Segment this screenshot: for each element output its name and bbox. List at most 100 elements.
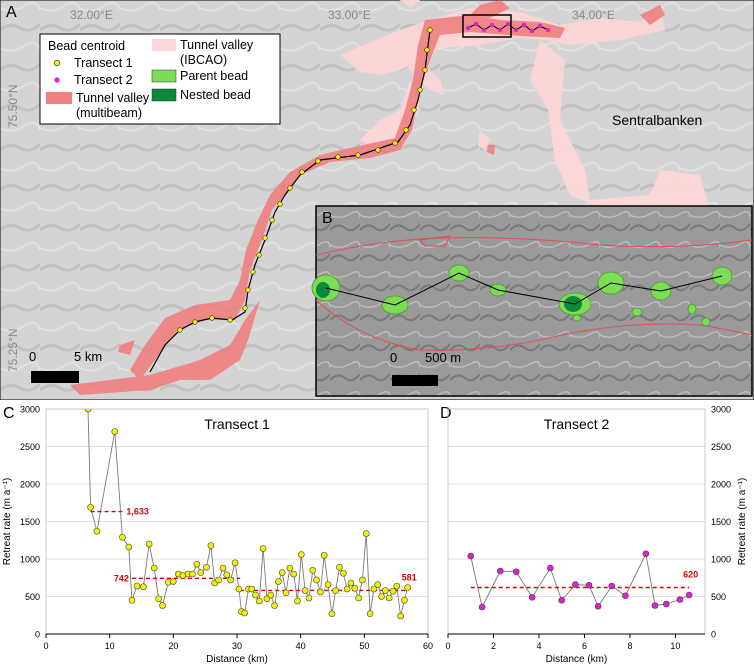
data-point: [271, 602, 278, 609]
legend-tv-ibcao-2: (IBCAO): [180, 53, 227, 67]
panel-d-letter: D: [440, 405, 452, 422]
data-point: [248, 585, 255, 593]
legend-transect2: Transect 2: [74, 73, 133, 87]
data-point: [227, 576, 234, 584]
data-point: [622, 592, 629, 600]
chart-transect-2: 0 500 1000 1500 2000 2500 3000 0 2 4 6 8 10 Distance …: [445, 405, 748, 665]
panel-a-letter: A: [6, 4, 17, 21]
transect-2-points: [465, 21, 551, 34]
data-point: [145, 540, 153, 548]
scale-b-bar: [392, 375, 438, 386]
data-point: [93, 527, 101, 535]
data-point: [467, 552, 475, 560]
x-tick-label: 0: [43, 641, 48, 651]
y-tick-label: 2500: [20, 442, 40, 452]
x-axis-label: Distance (km): [546, 654, 608, 665]
data-point: [125, 543, 133, 551]
x-tick-label: 0: [445, 641, 450, 651]
data-point: [128, 596, 136, 604]
x-tick-label: 4: [536, 641, 541, 651]
scale-a-zero: 0: [29, 349, 36, 364]
inset-transect-line: [325, 272, 723, 306]
inset-panel-b: B 0 500 m: [311, 205, 753, 397]
data-point: [282, 589, 290, 597]
data-point: [252, 591, 259, 599]
data-point: [155, 595, 162, 603]
chart-title: Transect 2: [544, 416, 610, 432]
data-point: [651, 602, 659, 609]
data-point: [159, 602, 166, 609]
data-point: [286, 564, 294, 572]
chart-title: Transect 1: [204, 416, 270, 432]
lon-label-34: 34.00°E: [572, 8, 615, 22]
x-tick-label: 8: [627, 641, 632, 651]
data-point: [355, 594, 362, 602]
data-point: [401, 596, 408, 604]
lon-label-32: 32.00°E: [70, 8, 113, 22]
data-point: [275, 578, 282, 585]
scale-b-zero: 0: [390, 350, 397, 365]
data-point: [301, 587, 309, 594]
y-tick-label: 3000: [20, 405, 40, 415]
data-point: [397, 612, 404, 620]
chart-transect-1: 0 500 1000 1500 2000 2500 3000 0 10 20 30 40 50 60 Dis…: [2, 405, 433, 665]
y-tick-label: 1000: [20, 555, 40, 565]
map-panel-a: 32.00°E 33.00°E 34.00°E 75.50°N 75.25°N …: [0, 0, 754, 400]
data-point: [84, 409, 92, 413]
x-axis-label: Distance (km): [206, 654, 268, 665]
data-point: [393, 582, 401, 590]
data-point: [170, 578, 177, 585]
place-label-sentralbanken: Sentralbanken: [612, 112, 702, 128]
panel-b-letter: B: [322, 210, 333, 227]
transect-1-line: [149, 29, 431, 373]
data-point: [382, 587, 389, 594]
y-tick-label: 3000: [711, 405, 731, 415]
data-point: [203, 563, 210, 571]
scale-bar-a: 0 5 km: [29, 349, 102, 383]
lat-label-7550: 75.50°N: [6, 85, 20, 129]
legend-nested-bead: Nested bead: [180, 88, 251, 102]
legend-parent-bead: Parent bead: [180, 69, 248, 83]
tunnel-valley-multibeam: [70, 0, 665, 395]
data-point: [585, 581, 593, 589]
data-point: [389, 587, 397, 595]
x-tick-label: 50: [359, 641, 369, 651]
data-point: [340, 569, 347, 577]
y-tick-label: 1500: [20, 517, 40, 527]
data-point: [385, 594, 393, 602]
x-tick-label: 10: [105, 641, 115, 651]
data-point: [676, 596, 684, 603]
y-tick-label: 2500: [711, 442, 731, 452]
data-point: [313, 576, 320, 584]
data-point: [336, 563, 343, 571]
data-point: [359, 576, 366, 584]
x-tick-label: 2: [491, 641, 496, 651]
data-point: [231, 559, 239, 567]
y-axis-label: Retreat rate (m a⁻¹): [737, 478, 748, 566]
data-point: [215, 576, 222, 584]
inset-locator-box: [462, 14, 512, 38]
data-point: [133, 582, 141, 590]
data-point: [594, 602, 602, 610]
data-point: [362, 530, 370, 537]
data-point: [572, 581, 579, 588]
data-point: [207, 542, 215, 549]
data-point: [140, 583, 147, 591]
transect-1-points: [177, 27, 433, 333]
data-point: [497, 567, 504, 575]
data-point: [343, 585, 351, 593]
lat-label-7525: 75.25°N: [6, 329, 20, 373]
scale-a-length: 5 km: [74, 349, 102, 364]
x-tick-label: 10: [670, 641, 680, 651]
y-tick-label: 2000: [711, 480, 731, 490]
mean-label: 620: [683, 570, 698, 580]
legend-tv-multibeam-2: (multibeam): [76, 106, 142, 120]
data-point: [378, 593, 385, 600]
data-point: [512, 568, 520, 576]
data-point: [685, 591, 693, 599]
data-point: [278, 569, 286, 576]
data-point: [119, 533, 126, 541]
x-tick-label: 30: [232, 641, 242, 651]
legend-heading: Bead centroid: [48, 39, 125, 53]
data-point: [241, 609, 248, 617]
